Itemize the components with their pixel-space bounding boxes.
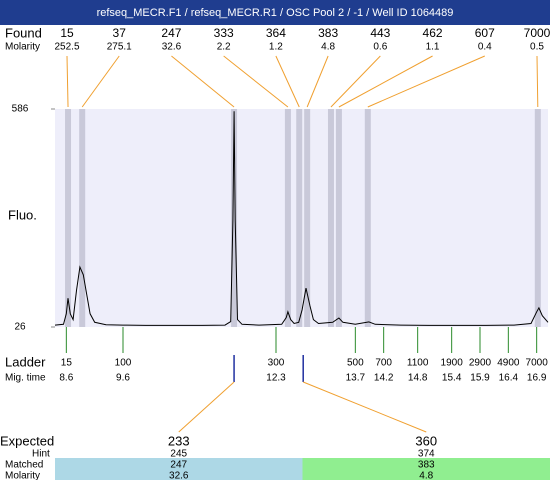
ladder-time: 15.4 [442,373,462,384]
matched-molarity: 4.8 [419,471,433,480]
found-size: 607 [475,26,495,40]
found-band [335,109,342,327]
found-size: 364 [266,26,286,40]
ladder-size: 700 [375,358,392,369]
hint-label: Hint [32,449,50,460]
found-size: 462 [423,26,443,40]
expected-size: 360 [415,433,437,448]
y-axis-label: Fluo. [8,207,37,222]
found-band [284,109,291,327]
found-size: 7000 [524,26,550,40]
ladder-size: 300 [268,358,285,369]
found-molarity: 0.6 [373,42,387,53]
found-band [364,109,371,327]
ladder-time-label: Mig. time [5,373,46,384]
found-size: 15 [60,26,74,40]
found-molarity: 275.1 [107,42,132,53]
found-size: 333 [214,26,234,40]
found-band [231,109,238,327]
ladder-size: 100 [115,358,132,369]
found-connector [338,55,433,108]
expected-connector [303,381,427,433]
ladder-time: 15.9 [470,373,490,384]
found-size: 247 [161,26,181,40]
found-band [79,109,86,327]
ladder-time: 14.8 [408,373,428,384]
found-molarity: 32.6 [162,42,182,53]
found-band [296,109,303,327]
hint-size: 374 [418,449,435,460]
found-connector [81,55,120,108]
ladder-time: 8.6 [59,373,73,384]
ladder-size: 2900 [469,358,492,369]
ladder-size: 500 [347,358,364,369]
found-band [65,109,72,327]
matched-panel [302,458,550,480]
ladder-time: 16.4 [499,373,519,384]
ladder-time: 16.9 [527,373,547,384]
found-band [534,109,541,327]
expected-label: Expected [0,433,54,448]
found-size: 383 [318,26,338,40]
ladder-size: 7000 [526,358,549,369]
expected-connector [178,381,235,433]
title-bar [0,0,550,25]
found-connector [536,55,539,108]
found-molarity-label: Molarity [5,42,40,53]
found-band [304,109,311,327]
found-molarity: 4.8 [321,42,335,53]
found-connector [275,55,300,108]
found-molarity: 1.1 [426,42,440,53]
matched-molarity: 32.6 [169,471,189,480]
title: refseq_MECR.F1 / refseq_MECR.R1 / OSC Po… [97,7,454,19]
ladder-size: 1900 [441,358,464,369]
ladder-time: 13.7 [346,373,366,384]
found-molarity: 0.5 [530,42,544,53]
found-connector [367,55,485,108]
matched-size: 383 [418,460,435,471]
ladder-time: 12.3 [266,373,286,384]
ladder-size: 15 [61,358,73,369]
hint-size: 245 [170,449,187,460]
expected-molarity-label: Molarity [5,471,40,480]
ladder-time: 9.6 [116,373,130,384]
found-connector [223,55,289,108]
found-connector [330,55,381,108]
expected-size: 233 [168,433,190,448]
ladder-size: 4900 [497,358,520,369]
matched-size: 247 [170,460,187,471]
found-size: 37 [113,26,127,40]
ladder-label: Ladder [5,354,46,369]
trace [54,111,549,326]
found-molarity: 2.2 [217,42,231,53]
y-tick-label: 26 [14,322,26,333]
found-connector [171,55,235,108]
matched-label: Matched [5,460,43,471]
found-label: Found [5,25,42,40]
found-molarity: 252.5 [54,42,79,53]
found-connector [66,55,69,108]
found-molarity: 1.2 [269,42,283,53]
found-molarity: 0.4 [478,42,492,53]
y-tick-label: 586 [12,104,29,115]
found-band [327,109,334,327]
matched-panel [55,458,303,480]
ladder-size: 1100 [407,358,429,369]
found-connector [306,55,329,108]
ladder-time: 14.2 [374,373,394,384]
found-size: 443 [370,26,390,40]
